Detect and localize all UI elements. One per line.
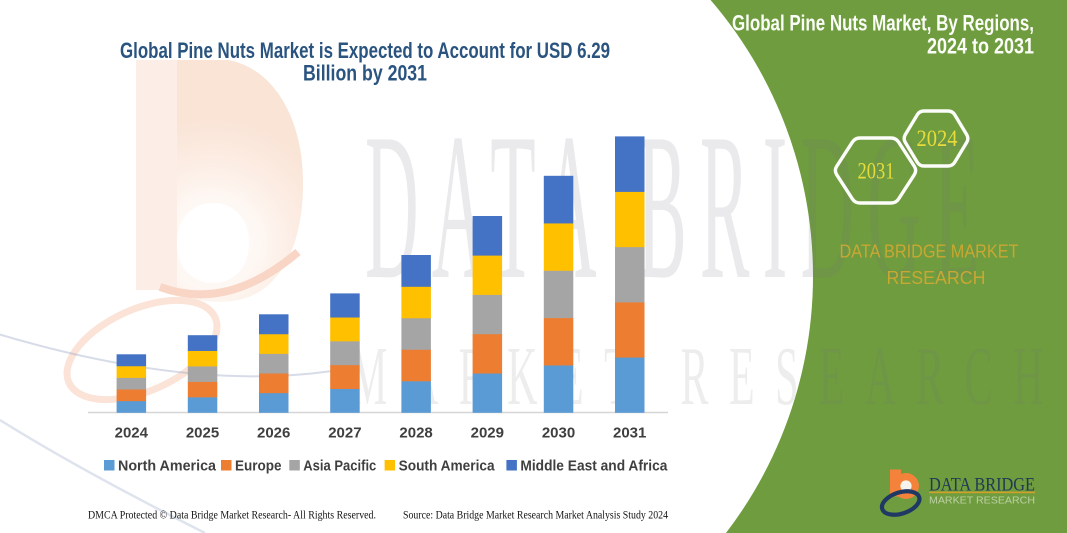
svg-text:DATA BRIDGE MARKET: DATA BRIDGE MARKET [840,241,1019,262]
svg-text:DATA BRIDGE: DATA BRIDGE [929,475,1035,496]
svg-text:MARKET RESEARCH: MARKET RESEARCH [350,331,1064,423]
svg-text:2027: 2027 [328,425,361,442]
svg-text:2025: 2025 [186,425,219,442]
svg-text:2024: 2024 [115,425,149,442]
svg-text:Middle East and Africa: Middle East and Africa [520,459,668,475]
svg-text:Global Pine Nuts Market is Exp: Global Pine Nuts Market is Expected to A… [120,38,610,63]
svg-text:Source: Data Bridge Market Res: Source: Data Bridge Market Research Mark… [403,510,668,522]
svg-text:North America: North America [118,459,217,475]
svg-text:2026: 2026 [257,425,290,442]
svg-text:2031: 2031 [613,425,646,442]
svg-text:DATA BRIDGE: DATA BRIDGE [365,92,993,324]
svg-text:2030: 2030 [542,425,575,442]
svg-text:Billion by 2031: Billion by 2031 [303,61,427,86]
svg-text:Asia Pacific: Asia Pacific [303,459,376,475]
svg-text:South America: South America [399,459,496,475]
svg-text:2031: 2031 [858,159,895,184]
svg-text:2024: 2024 [917,126,958,151]
svg-text:MARKET RESEARCH: MARKET RESEARCH [929,495,1035,507]
svg-text:2028: 2028 [399,425,432,442]
svg-text:2024 to 2031: 2024 to 2031 [927,33,1034,58]
svg-text:RESEARCH: RESEARCH [887,267,986,288]
svg-text:DMCA Protected © Data Bridge M: DMCA Protected © Data Bridge Market Rese… [88,510,376,522]
svg-text:Global Pine Nuts Market, By Re: Global Pine Nuts Market, By Regions, [732,10,1034,35]
svg-text:2029: 2029 [471,425,504,442]
svg-text:Europe: Europe [235,459,282,475]
